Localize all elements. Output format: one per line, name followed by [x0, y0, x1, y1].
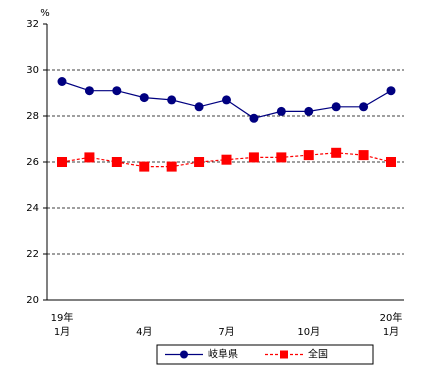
- point: [84, 152, 95, 163]
- point: [303, 150, 314, 161]
- point: [221, 154, 232, 165]
- x-year-label: 19年: [51, 311, 74, 324]
- point: [57, 77, 67, 86]
- point: [167, 95, 177, 105]
- y-unit: %: [40, 8, 50, 19]
- point: [276, 152, 287, 163]
- x-tick-label: 1月: [383, 326, 399, 338]
- y-tick-label: 28: [26, 111, 39, 122]
- y-tick-label: 20: [26, 295, 39, 306]
- point: [359, 102, 369, 112]
- point: [304, 106, 314, 116]
- legend-label: 岐阜県: [208, 348, 238, 361]
- y-tick-label: 22: [26, 249, 39, 260]
- x-tick-label: 7月: [218, 326, 234, 338]
- point: [112, 86, 122, 96]
- legend-marker: [180, 350, 188, 359]
- point: [194, 157, 205, 167]
- x-year-label: 20年: [380, 311, 403, 324]
- point: [331, 147, 342, 158]
- y-tick-label: 24: [26, 203, 39, 214]
- x-tick-label: 10月: [297, 326, 320, 338]
- point: [386, 157, 396, 167]
- point: [276, 106, 286, 116]
- point: [139, 93, 149, 103]
- point: [386, 86, 396, 96]
- point: [331, 102, 341, 112]
- point: [111, 157, 122, 167]
- y-tick-label: 30: [26, 65, 39, 76]
- point: [194, 102, 204, 112]
- x-tick-label: 4月: [136, 326, 152, 338]
- legend-label: 全国: [308, 348, 328, 361]
- legend-marker: [280, 350, 288, 359]
- point: [84, 86, 94, 96]
- x-tick-label: 1月: [54, 326, 70, 338]
- point: [166, 161, 177, 172]
- y-tick-label: 32: [26, 19, 39, 30]
- point: [139, 161, 150, 172]
- point: [248, 152, 259, 163]
- point: [249, 113, 259, 123]
- point: [57, 157, 67, 167]
- y-tick-label: 26: [26, 157, 39, 168]
- point: [358, 150, 369, 161]
- point: [222, 95, 231, 105]
